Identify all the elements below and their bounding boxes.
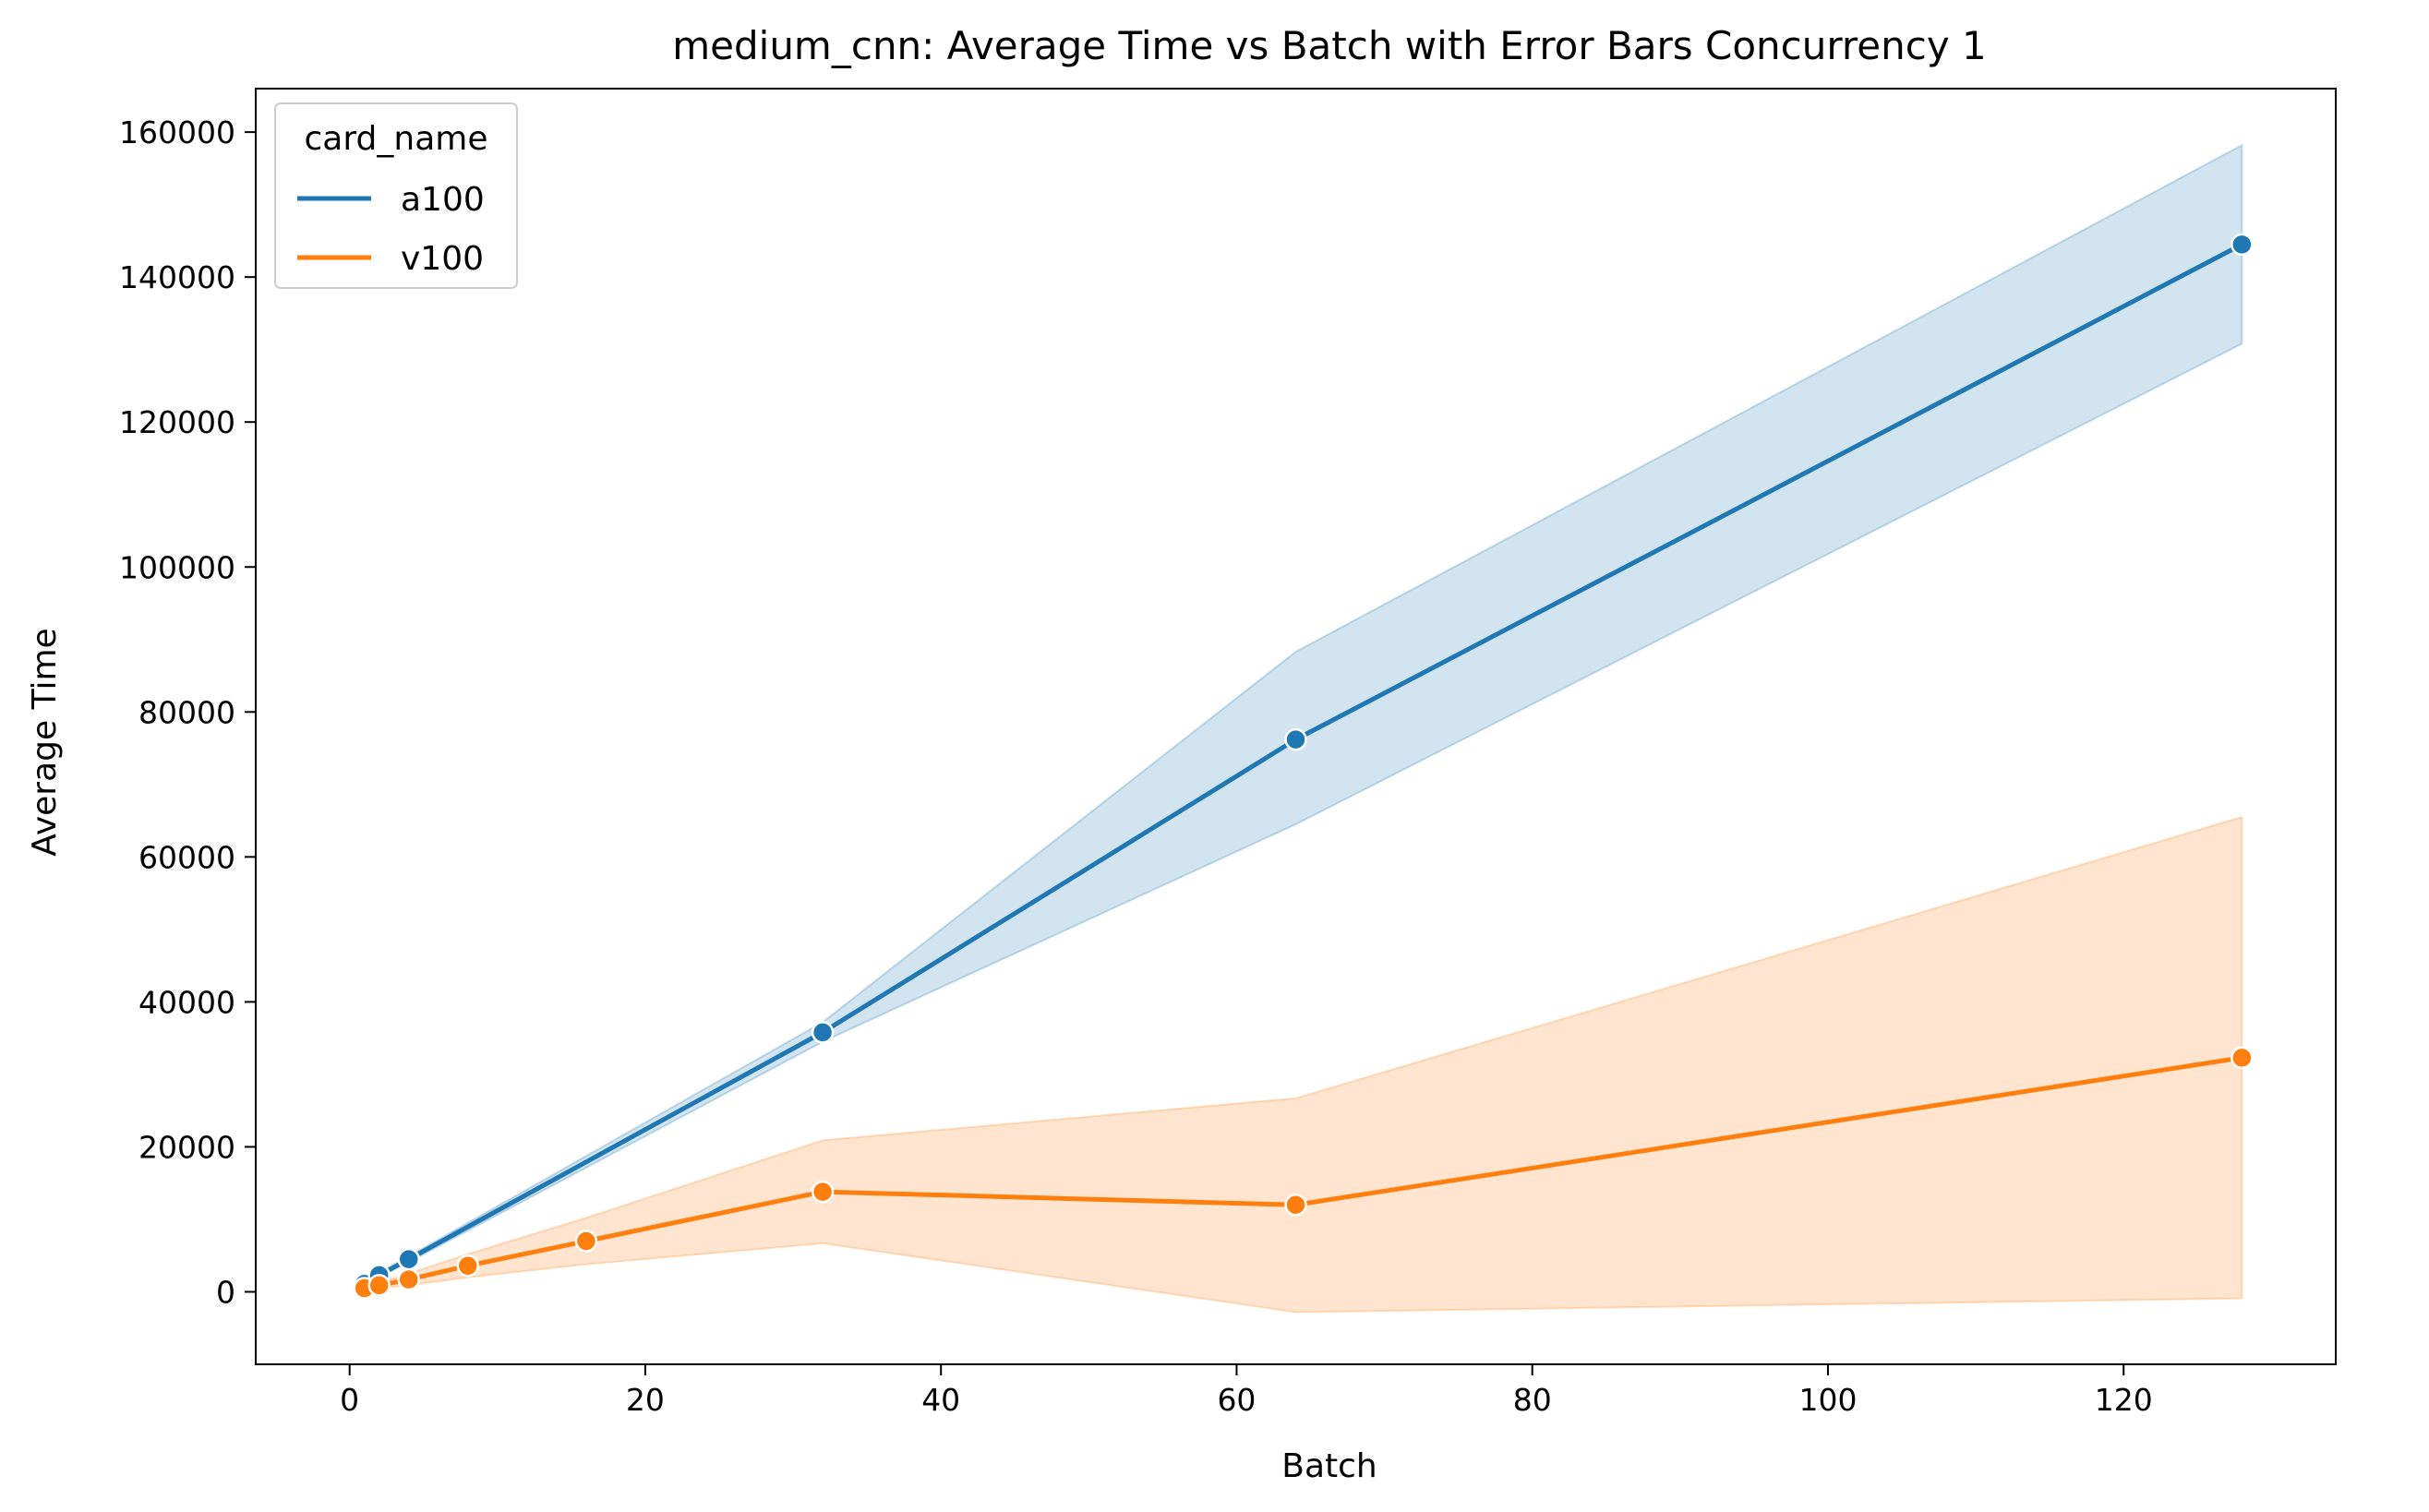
y-tick-label-2: 40000 — [138, 984, 235, 1020]
y-tick-label-1: 20000 — [138, 1129, 235, 1165]
legend-label-v100: v100 — [401, 240, 484, 278]
point-a100-2 — [397, 1247, 420, 1271]
y-tick-label-4: 80000 — [138, 694, 235, 730]
x-tick-label-3: 60 — [1217, 1382, 1256, 1418]
series-markers — [353, 233, 2254, 1300]
x-tick-label-5: 100 — [1798, 1382, 1857, 1418]
x-axis: 0 20 40 60 80 100 120 — [340, 1364, 2153, 1418]
y-tick-label-3: 60000 — [138, 839, 235, 875]
point-a100-5 — [2231, 233, 2254, 257]
x-tick-label-4: 80 — [1513, 1382, 1552, 1418]
x-axis-label: Batch — [1281, 1447, 1377, 1485]
y-tick-label-6: 120000 — [119, 404, 235, 440]
plot-frame — [255, 88, 2337, 1365]
y-tick-label-5: 100000 — [119, 549, 235, 585]
x-tick-label-6: 120 — [2095, 1382, 2153, 1418]
legend: card_name a100 v100 — [274, 102, 518, 289]
x-tick-label-0: 0 — [340, 1382, 359, 1418]
x-tick-label-2: 40 — [921, 1382, 960, 1418]
y-tick-label-8: 160000 — [119, 114, 235, 150]
point-v100-1 — [367, 1274, 391, 1297]
legend-box — [274, 102, 518, 289]
chart-title: medium_cnn: Average Time vs Batch with E… — [672, 23, 1987, 68]
point-v100-3 — [456, 1254, 480, 1278]
legend-title: card_name — [305, 120, 488, 158]
point-v100-2 — [397, 1267, 420, 1291]
point-v100-7 — [2231, 1046, 2254, 1070]
point-a100-3 — [811, 1021, 835, 1044]
y-axis: 0 20000 40000 60000 80000 100000 120000 140000 1… — [119, 114, 256, 1310]
point-v100-4 — [574, 1230, 598, 1253]
point-a100-4 — [1284, 727, 1307, 751]
y-axis-label: Average Time — [26, 628, 64, 856]
point-v100-5 — [811, 1180, 835, 1204]
point-v100-6 — [1284, 1194, 1307, 1217]
y-tick-label-0: 0 — [216, 1274, 235, 1310]
x-tick-label-1: 20 — [626, 1382, 665, 1418]
legend-label-a100: a100 — [401, 181, 485, 219]
y-tick-label-7: 140000 — [119, 259, 235, 295]
band-v100 — [363, 815, 2243, 1314]
